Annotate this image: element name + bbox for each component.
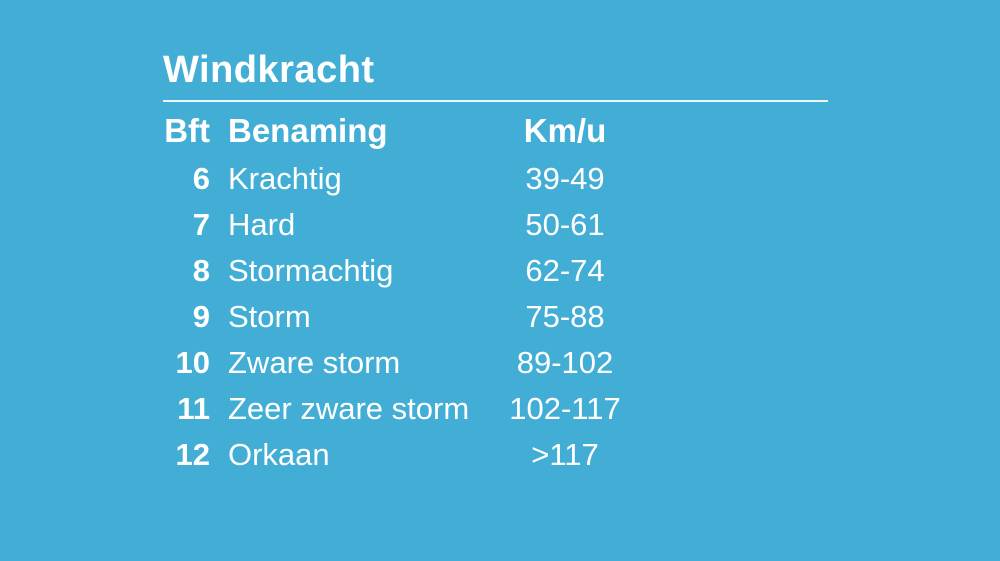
cell-bft: 11 [177,391,210,426]
cell-bft: 9 [192,299,210,334]
cell-benaming: Storm [228,299,311,334]
cell-bft: 7 [192,207,210,242]
cell-benaming: Zeer zware storm [228,391,470,426]
windforce-table: Bft Benaming Km/u 6 Krachtig 39-49 7 Har… [163,106,843,478]
cell-kmu: 75-88 [525,299,605,334]
cell-benaming: Orkaan [228,437,330,472]
cell-bft: 12 [175,437,210,472]
table-header-row: Bft Benaming Km/u [163,106,843,156]
cell-kmu: 50-61 [525,207,605,242]
cell-bft: 8 [192,253,210,288]
column-header-kmu: Km/u [523,112,607,149]
table-row: 10 Zware storm 89-102 [163,340,843,386]
cell-bft: 10 [175,345,210,380]
table-row: 6 Krachtig 39-49 [163,156,843,202]
table-row: 8 Stormachtig 62-74 [163,248,843,294]
cell-benaming: Hard [228,207,296,242]
column-header-benaming: Benaming [228,112,388,149]
cell-benaming: Zware storm [228,345,401,380]
cell-bft: 6 [192,161,210,196]
table-row: 9 Storm 75-88 [163,294,843,340]
table-row: 12 Orkaan >117 [163,432,843,478]
cell-benaming: Stormachtig [228,253,394,288]
cell-kmu: 39-49 [525,161,605,196]
windforce-panel: Windkracht Bft Benaming Km/u 6 Krachtig … [163,48,843,478]
cell-kmu: 102-117 [509,391,621,426]
table-body: 6 Krachtig 39-49 7 Hard 50-61 8 Stormach… [163,156,843,478]
cell-kmu: >117 [531,437,599,472]
cell-benaming: Krachtig [228,161,342,196]
column-header-bft: Bft [164,112,210,149]
title-divider [163,100,828,102]
table-row: 11 Zeer zware storm 102-117 [163,386,843,432]
cell-kmu: 89-102 [516,345,614,380]
page-title: Windkracht [163,49,375,91]
cell-kmu: 62-74 [525,253,605,288]
table-row: 7 Hard 50-61 [163,202,843,248]
